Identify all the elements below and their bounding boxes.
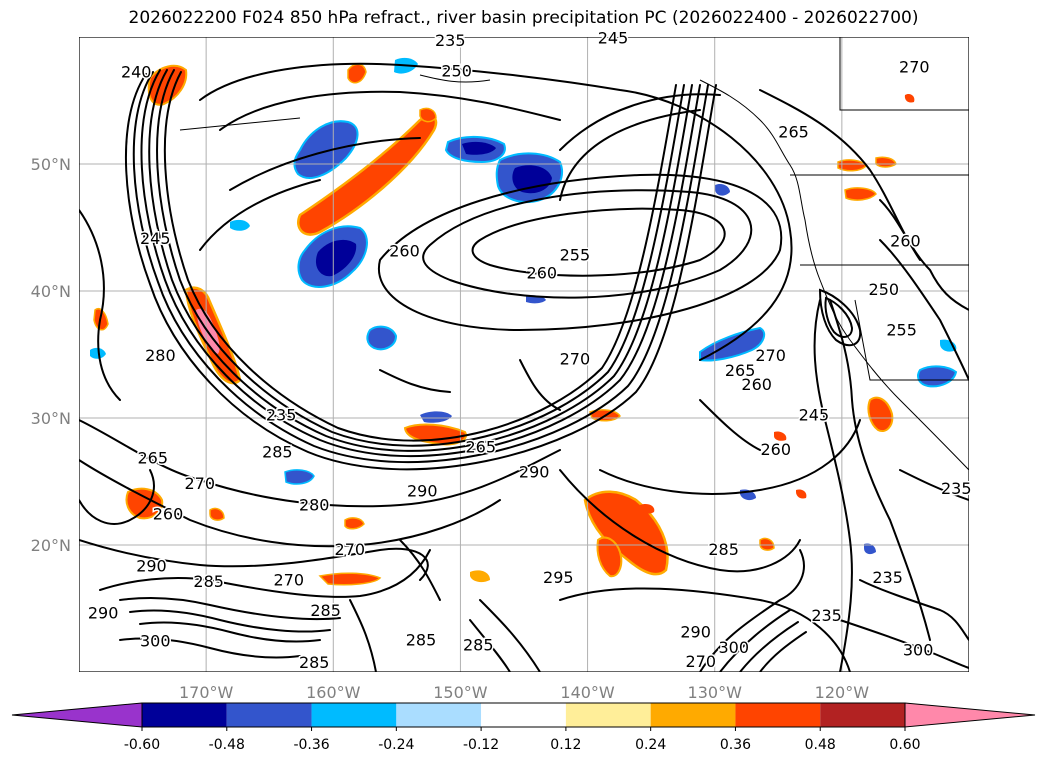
contour-value-label: 245 [598,28,629,47]
longitude-label: 130°W [688,683,743,702]
latitude-label: 30°N [31,409,71,428]
contour-value-label: 250 [869,280,900,299]
colorbar-tick-label: -0.24 [378,737,414,753]
contour-value-label: 300 [140,632,171,651]
colorbar-frame [141,702,906,728]
colorbar-tick-label: -0.36 [293,737,329,753]
latitude-label: 40°N [31,282,71,301]
plot-area [79,37,969,672]
contour-value-label: 300 [903,640,934,659]
contour-value-label: 235 [872,568,903,587]
colorbar-tick-label: 0.60 [889,737,920,753]
contour-value-label: 290 [680,623,711,642]
contour-value-label: 260 [527,263,558,282]
longitude-label: 170°W [179,683,234,702]
contour-value-label: 285 [406,630,437,649]
colorbar: -0.60 -0.48 -0.36 -0.24 -0.12 0.12 0.24 0.36 0.4… [11,702,1036,753]
contour-value-label: 265 [465,437,496,456]
contour-value-label: 285 [299,653,330,672]
contour-value-label: 270 [335,540,366,559]
colorbar-tick-label: 0.12 [550,737,581,753]
colorbar-bin [142,703,227,727]
contour-value-label: 240 [121,63,152,82]
map-title: 2026022200 F024 850 hPa refract., river … [128,8,919,28]
contour-value-label: 270 [185,474,216,493]
contour-value-label: 290 [88,604,119,623]
latitude-axis: 50°N 40°N 30°N 20°N [31,155,71,555]
contour-value-label: 265 [778,122,809,141]
contour-value-label: 235 [811,606,842,625]
colorbar-bin [735,703,821,727]
colorbar-bin [481,703,566,727]
coastlines [179,37,969,471]
colorbar-bin [311,703,397,727]
contour-value-label: 270 [560,350,591,369]
contour-value-label: 255 [560,246,591,265]
contour-value-label: 270 [274,571,305,590]
contour-value-label: 235 [266,406,297,425]
contour-value-label: 265 [137,449,168,468]
colorbar-extend-low [11,702,143,728]
contour-value-label: 300 [719,638,750,657]
contour-value-label: 265 [725,361,756,380]
contour-value-label: 290 [519,463,550,482]
contour-value-label: 260 [890,232,921,251]
colorbar-bin [226,703,312,727]
contour-value-label: 285 [708,540,739,559]
contour-value-label: 290 [136,557,167,576]
contour-value-label: 255 [886,320,917,339]
colorbar-tick-label: -0.12 [463,737,499,753]
contour-value-label: 260 [389,242,420,261]
contour-value-label: 245 [799,406,830,425]
contour-value-label: 285 [262,442,293,461]
contour-value-label: 260 [741,375,772,394]
contour-value-label: 235 [435,31,466,50]
contour-value-label: 250 [441,61,472,80]
longitude-label: 120°W [815,683,870,702]
refractivity-contours [79,62,969,672]
colorbar-tick-label: 0.36 [720,737,751,753]
colorbar-tick-label: 0.24 [635,737,666,753]
colorbar-bin [820,703,905,727]
latitude-label: 50°N [31,155,71,174]
longitude-label: 160°W [306,683,361,702]
contour-value-label: 285 [463,635,494,654]
longitude-label: 150°W [433,683,488,702]
contour-value-label: 270 [685,652,716,671]
contour-value-label: 260 [760,440,791,459]
latitude-label: 20°N [31,536,71,555]
contour-value-label: 245 [140,229,171,248]
longitude-label: 140°W [560,683,615,702]
colorbar-bin [396,703,482,727]
colorbar-tick-label: -0.48 [209,737,245,753]
contour-value-label: 285 [193,572,224,591]
colorbar-tick-label: -0.60 [124,737,160,753]
contour-value-label: 270 [755,346,786,365]
contour-value-label: 280 [145,346,176,365]
contour-value-label: 295 [543,568,574,587]
colorbar-extend-high [904,702,1036,728]
contour-value-label: 270 [899,58,930,77]
colorbar-bin [565,703,651,727]
contour-value-label: 280 [299,496,330,515]
longitude-axis: 170°W 160°W 150°W 140°W 130°W 120°W [179,683,869,702]
contour-value-label: 290 [407,482,438,501]
colorbar-bin [650,703,736,727]
contour-value-label: 235 [941,479,972,498]
contour-value-label: 285 [310,601,341,620]
contour-value-label: 260 [153,505,184,524]
colorbar-tick-label: 0.48 [805,737,836,753]
